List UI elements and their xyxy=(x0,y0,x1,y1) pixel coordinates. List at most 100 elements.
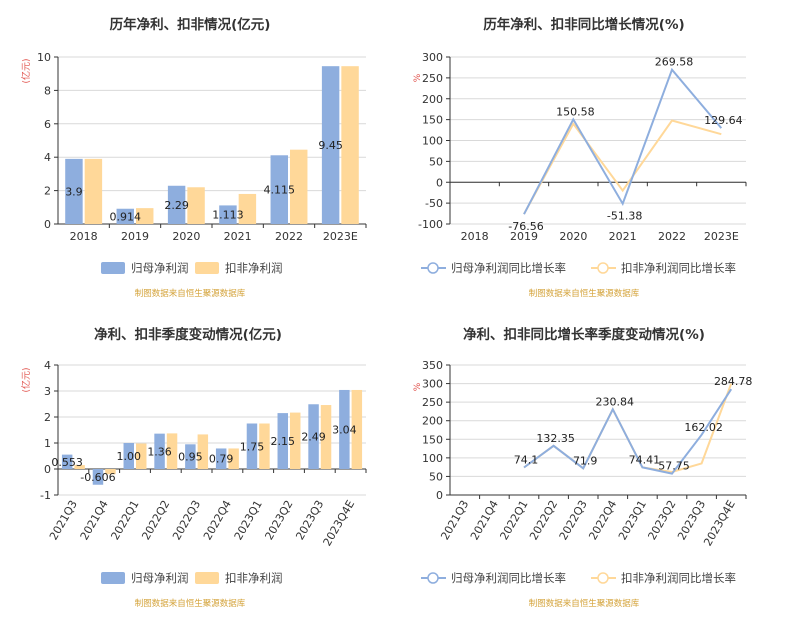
legend-label-2: 扣非净利润 xyxy=(225,261,283,275)
legend-label-1: 归母净利润同比增长率 xyxy=(451,571,566,585)
y-tick-label: -100 xyxy=(418,218,443,231)
x-tick-label: 2022Q4 xyxy=(586,498,619,542)
x-tick-label: 2019 xyxy=(510,230,538,243)
legend-label-2: 扣非净利润 xyxy=(225,571,283,585)
legend-label-1: 归母净利润同比增长率 xyxy=(451,261,566,275)
y-tick-label: 1 xyxy=(44,437,51,450)
x-tick-label: 2018 xyxy=(461,230,489,243)
data-label: 150.58 xyxy=(556,105,595,118)
bar-series1-2021Q3 xyxy=(61,454,73,469)
x-tick-label: 2023Q1 xyxy=(232,498,265,542)
x-tick-label: 2023E xyxy=(704,230,739,243)
y-tick-label: 4 xyxy=(44,151,51,164)
data-label: 1.75 xyxy=(240,440,265,453)
source-note: 制图数据来自恒生聚源数据库 xyxy=(135,288,246,299)
x-tick-label: 2023Q2 xyxy=(263,498,296,542)
bar-series1-2021 xyxy=(219,205,237,224)
y-axis-unit: % xyxy=(413,73,423,82)
bar-series2-2023E xyxy=(341,66,359,224)
bar-series1-2023Q2 xyxy=(277,413,288,469)
y-tick-label: 350 xyxy=(422,359,443,372)
bar-series2-2018 xyxy=(84,158,103,224)
data-label: 129.64 xyxy=(704,114,743,127)
x-tick-label: 2022Q3 xyxy=(170,498,203,542)
y-tick-label: 300 xyxy=(422,51,443,64)
bar-series2-2021Q4 xyxy=(105,469,116,475)
legend-label-2: 扣非净利润同比增长率 xyxy=(621,571,736,585)
bar-series1-2022Q1 xyxy=(123,443,134,469)
bar-series2-2019 xyxy=(136,208,154,224)
y-tick-label: 150 xyxy=(422,433,443,446)
bar-series1-2023Q1 xyxy=(246,423,258,469)
chart-title: 历年净利、扣非情况(亿元) xyxy=(110,16,271,33)
data-label: 71.9 xyxy=(573,454,598,467)
data-label: 3.04 xyxy=(332,423,357,436)
chart-title: 历年净利、扣非同比增长情况(%) xyxy=(483,16,684,33)
y-tick-label: 300 xyxy=(422,378,443,391)
bar-series1-2022 xyxy=(270,155,288,224)
legend-marker-2 xyxy=(597,572,609,584)
y-axis-unit: % xyxy=(413,382,423,391)
data-label: 3.9 xyxy=(65,185,83,198)
data-label: 74.41 xyxy=(629,453,661,466)
x-tick-label: 2022Q1 xyxy=(498,498,531,542)
bar-series1-2022Q4 xyxy=(215,448,227,469)
data-label: 2.15 xyxy=(271,435,296,448)
line-series-1 xyxy=(523,67,723,215)
bar-series2-2022Q4 xyxy=(228,448,239,469)
data-label: 162.02 xyxy=(684,421,723,434)
chart-panel-4: 净利、扣非同比增长率季度变动情况(%)% 0 50 100 150 200 250 300 35… xyxy=(413,326,752,609)
line-series-2 xyxy=(523,119,722,215)
y-tick-label: 50 xyxy=(429,470,443,483)
y-tick-label: 250 xyxy=(422,72,443,85)
x-tick-label: 2022Q4 xyxy=(201,498,234,542)
y-tick-label: -50 xyxy=(425,197,443,210)
x-tick-label: 2022Q2 xyxy=(139,498,172,542)
bar-series2-2020 xyxy=(187,187,205,224)
x-tick-label: 2021 xyxy=(609,230,637,243)
chart-title: 净利、扣非季度变动情况(亿元) xyxy=(94,326,282,343)
legend-marker-1 xyxy=(427,262,439,274)
data-label: -76.56 xyxy=(508,220,543,233)
bar-series2-2021Q3 xyxy=(74,465,85,469)
data-label: 4.115 xyxy=(264,184,296,197)
x-tick-label: 2023Q3 xyxy=(675,498,708,542)
y-tick-label: 6 xyxy=(44,118,51,131)
bar-series2-2022Q3 xyxy=(197,434,209,469)
line-series-1 xyxy=(523,388,733,475)
bar-series2-2022Q1 xyxy=(136,443,147,469)
data-label: 0.914 xyxy=(110,210,142,223)
data-label: 74.1 xyxy=(514,453,539,466)
legend-swatch-2 xyxy=(195,262,219,274)
data-label: -51.38 xyxy=(607,210,642,223)
y-tick-label: 10 xyxy=(37,51,51,64)
y-tick-label: 100 xyxy=(422,135,443,148)
data-label: -0.606 xyxy=(80,471,115,484)
chart-panel-3: 净利、扣非季度变动情况(亿元)(亿元)-1012342021Q32021Q420… xyxy=(20,326,367,609)
legend-marker-2 xyxy=(597,262,609,274)
y-tick-label: 200 xyxy=(422,93,443,106)
bar-series2-2023Q3 xyxy=(320,405,332,469)
x-tick-label: 2021Q3 xyxy=(47,498,80,542)
bar-series1-2022Q3 xyxy=(185,444,196,469)
source-note: 制图数据来自恒生聚源数据库 xyxy=(135,598,246,609)
bar-series2-2022Q2 xyxy=(166,433,178,469)
y-tick-label: -1 xyxy=(40,489,51,502)
data-label: 230.84 xyxy=(596,395,635,408)
data-label: 2.49 xyxy=(301,431,326,444)
source-note: 制图数据来自恒生聚源数据库 xyxy=(529,598,640,609)
x-tick-label: 2022 xyxy=(275,230,303,243)
y-axis-unit: (亿元) xyxy=(20,58,32,83)
x-tick-label: 2020 xyxy=(172,230,200,243)
bar-series2-2023Q4E xyxy=(351,389,363,469)
bar-series1-2023Q3 xyxy=(308,404,319,469)
bar-series2-2022 xyxy=(290,149,308,224)
data-label: 2.29 xyxy=(164,199,189,212)
y-tick-label: 200 xyxy=(422,415,443,428)
data-label: 284.78 xyxy=(714,375,753,388)
legend-label-1: 归母净利润 xyxy=(131,571,189,585)
bar-series1-2023E xyxy=(321,66,340,224)
bar-series1-2019 xyxy=(116,208,134,224)
source-note: 制图数据来自恒生聚源数据库 xyxy=(529,288,640,299)
